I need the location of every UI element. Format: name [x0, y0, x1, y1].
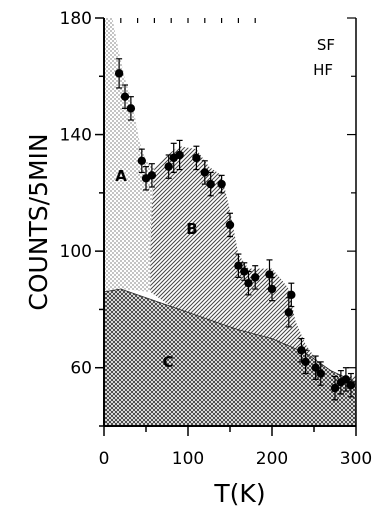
data-marker: [120, 92, 130, 101]
y-tick-label: 100: [60, 242, 92, 262]
data-point: [234, 253, 243, 278]
data-point: [251, 265, 260, 290]
data-point: [297, 337, 306, 363]
data-marker: [284, 308, 293, 317]
data-point: [175, 139, 184, 171]
data-marker: [346, 381, 356, 390]
legend-entry-sf: SF: [317, 36, 335, 54]
data-marker: [234, 261, 243, 270]
data-marker: [316, 369, 325, 378]
data-marker: [240, 267, 249, 276]
region-label-b: B: [186, 220, 197, 238]
y-tick-label: 140: [60, 126, 92, 146]
region-a-fill: [104, 18, 155, 426]
data-marker: [330, 383, 340, 393]
data-point: [217, 174, 226, 194]
data-marker: [287, 290, 296, 300]
data-marker: [251, 273, 260, 282]
y-tick-label: 180: [60, 9, 92, 29]
data-point: [114, 58, 124, 89]
data-point: [200, 160, 209, 185]
data-marker: [164, 162, 173, 171]
data-point: [341, 367, 351, 392]
tick-marks: [95, 17, 357, 436]
data-marker: [137, 156, 146, 165]
data-marker: [267, 284, 277, 294]
data-point: [301, 349, 310, 375]
data-marker: [341, 375, 351, 384]
data-point: [316, 361, 325, 386]
data-marker: [200, 168, 209, 177]
data-points: [114, 58, 356, 401]
data-marker: [217, 179, 226, 189]
data-marker: [301, 357, 310, 367]
region-label-a: A: [115, 167, 127, 185]
x-tick-label: 200: [256, 449, 288, 469]
data-point: [287, 282, 296, 308]
data-marker: [126, 104, 136, 113]
data-point: [206, 171, 215, 197]
x-tick-label: 0: [99, 449, 110, 469]
data-point: [267, 276, 277, 302]
tick-labels: 60 100 140 180 0 100 200 300: [60, 9, 373, 469]
data-point: [120, 84, 130, 109]
x-tick-label: 100: [172, 449, 204, 469]
data-point: [225, 212, 235, 238]
data-marker: [147, 171, 157, 180]
data-marker: [114, 69, 124, 78]
region-b-fill: [150, 146, 356, 383]
data-point: [284, 297, 293, 328]
data-marker: [265, 270, 274, 279]
region-c-fill: [104, 289, 356, 426]
data-marker: [206, 179, 215, 189]
data-point: [126, 96, 136, 121]
data-point: [330, 375, 340, 401]
y-tick-label: 60: [70, 359, 92, 379]
data-point: [164, 154, 173, 179]
data-point: [147, 163, 157, 188]
region-label-c: C: [162, 353, 173, 371]
legend-entry-hf: HF: [313, 61, 333, 79]
data-marker: [192, 153, 201, 163]
data-marker: [225, 220, 235, 230]
data-point: [311, 355, 320, 380]
x-axis-title: T(K): [213, 479, 265, 508]
data-point: [192, 145, 201, 171]
data-marker: [175, 150, 184, 160]
data-marker: [244, 279, 253, 288]
y-axis-title: COUNTS/5MIN: [24, 133, 53, 310]
data-marker: [311, 363, 320, 372]
data-point: [244, 270, 253, 296]
x-tick-label: 300: [340, 449, 372, 469]
data-marker: [297, 346, 306, 355]
data-point: [137, 148, 146, 174]
data-point: [346, 372, 356, 398]
